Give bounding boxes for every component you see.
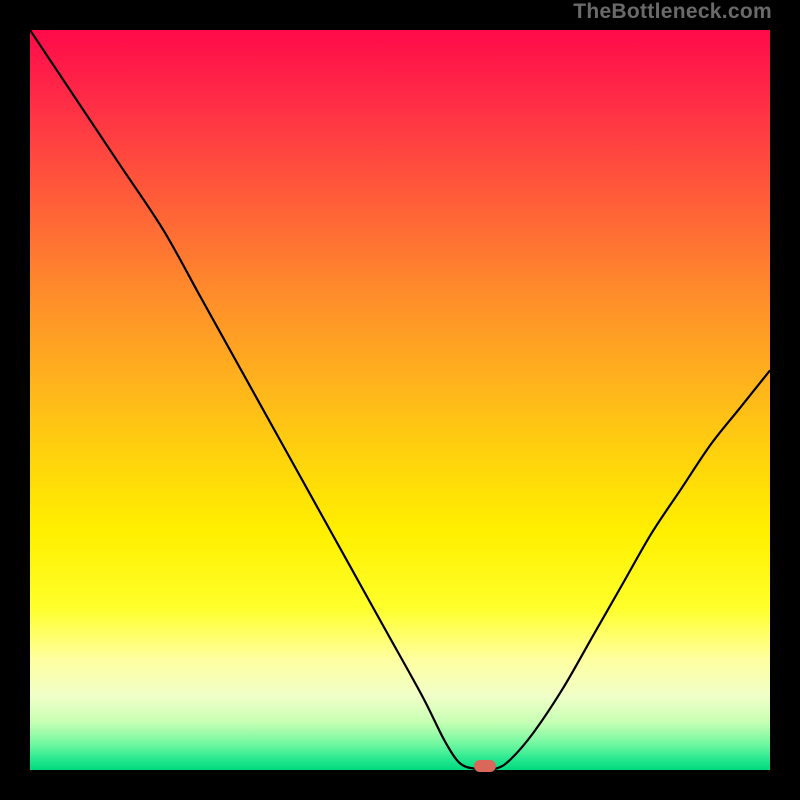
watermark-text: TheBottleneck.com [573, 0, 772, 24]
chart-container [30, 30, 770, 770]
optimal-point-marker [474, 760, 496, 772]
bottleneck-curve [30, 30, 770, 770]
